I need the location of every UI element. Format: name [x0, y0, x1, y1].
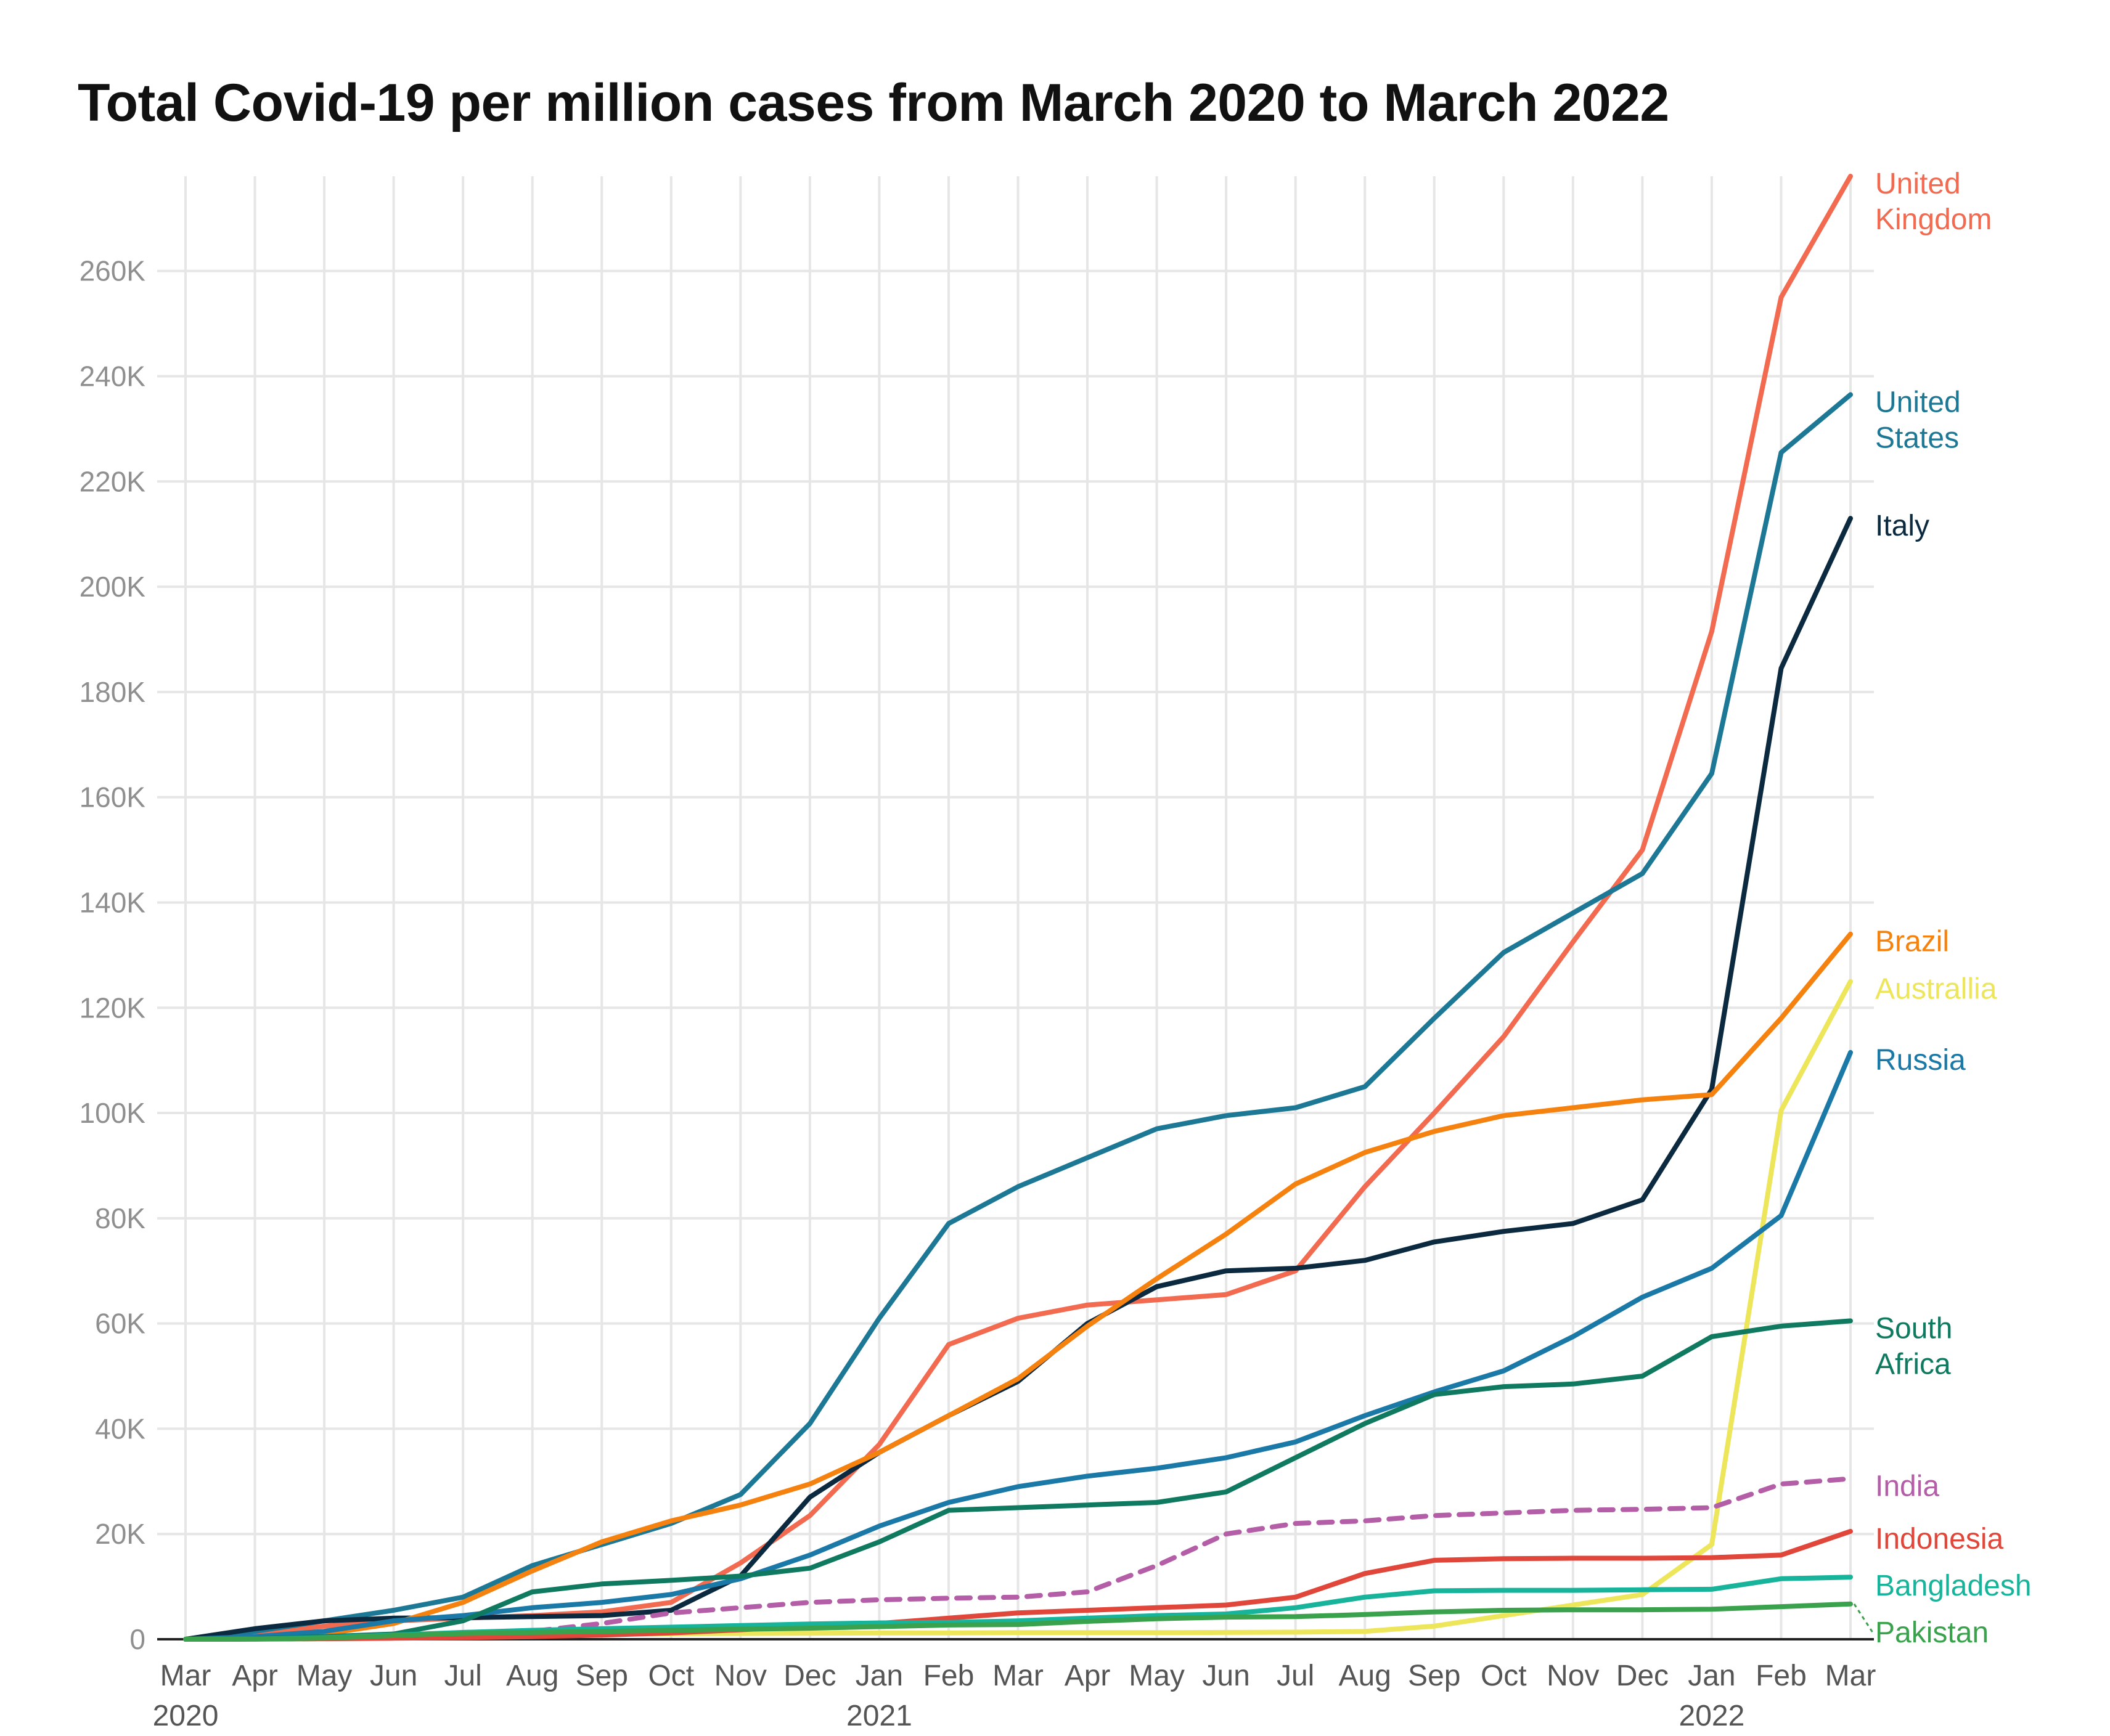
series-label-united-kingdom: Kingdom [1875, 203, 1992, 236]
series-label-pakistan: Pakistan [1875, 1616, 1989, 1649]
x-tick-label: Mar [160, 1660, 211, 1692]
grid-lines [157, 176, 1874, 1639]
series-line-pakistan [183, 1601, 1853, 1642]
y-tick-label: 260K [80, 255, 146, 287]
x-tick-label: Nov [1547, 1660, 1599, 1692]
x-tick-label: Jun [370, 1660, 417, 1692]
x-tick-label: Sep [576, 1660, 628, 1692]
series-lines [183, 174, 1853, 1642]
series-labels: UnitedKingdomUnitedStatesItalyBrazilAust… [1853, 168, 2032, 1649]
series-label-south-africa: Africa [1875, 1348, 1951, 1380]
series-label-indonesia: Indonesia [1875, 1523, 2003, 1555]
series-line-united-states [183, 392, 1853, 1642]
series-line-russia [183, 1049, 1853, 1642]
x-tick-year-label: 2022 [1679, 1700, 1745, 1732]
x-tick-label: Dec [1616, 1660, 1669, 1692]
x-tick-label: Apr [232, 1660, 278, 1692]
chart-title: Total Covid-19 per million cases from Ma… [78, 73, 1669, 132]
x-tick-label: Oct [1481, 1660, 1527, 1692]
x-tick-label: Apr [1065, 1660, 1111, 1692]
y-tick-label: 20K [95, 1518, 145, 1550]
x-tick-label: Feb [1756, 1660, 1807, 1692]
y-tick-label: 0 [129, 1623, 145, 1655]
series-label-russia: Russia [1875, 1044, 1966, 1077]
series-line-india [183, 1476, 1853, 1642]
x-tick-label: Jul [444, 1660, 481, 1692]
y-tick-label: 60K [95, 1308, 145, 1340]
series-line-brazil [183, 931, 1853, 1642]
x-axis-tick-labels: Mar 2020 Apr May Jun Jul Aug Sep Oct Nov Dec Jan 202… [153, 1660, 1876, 1732]
x-tick-label: Oct [648, 1660, 694, 1692]
y-tick-label: 160K [80, 781, 146, 813]
series-line-south-africa [183, 1318, 1853, 1642]
x-tick-label: Jun [1202, 1660, 1249, 1692]
x-tick-year-label: 2021 [846, 1700, 912, 1732]
y-tick-label: 80K [95, 1202, 145, 1234]
series-label-bangladesh: Bangladesh [1875, 1570, 2032, 1602]
x-tick-year-label: 2020 [153, 1700, 219, 1732]
y-tick-label: 200K [80, 571, 146, 603]
x-tick-label: Aug [1339, 1660, 1391, 1692]
y-axis-tick-labels: 0 20K 40K 60K 80K 100K 120K 140K 160K 180K 200K 220… [80, 255, 146, 1655]
x-tick-label: May [1129, 1660, 1185, 1692]
series-label-south-africa: South [1875, 1312, 1952, 1345]
series-label-united-kingdom: United [1875, 168, 1961, 200]
x-tick-label: Jul [1277, 1660, 1314, 1692]
x-tick-label: Nov [714, 1660, 767, 1692]
series-label-united-states: United [1875, 386, 1961, 418]
series-label-india: India [1875, 1470, 1939, 1503]
x-tick-label: Aug [506, 1660, 558, 1692]
x-tick-label: Mar [1825, 1660, 1876, 1692]
x-tick-label: Feb [923, 1660, 975, 1692]
x-tick-label: Jan [856, 1660, 903, 1692]
x-tick-label: Mar [992, 1660, 1044, 1692]
series-line-indonesia [183, 1528, 1853, 1642]
series-label-italy: Italy [1875, 510, 1929, 542]
y-tick-label: 100K [80, 1097, 146, 1129]
y-tick-label: 240K [80, 361, 146, 393]
x-tick-label: Dec [783, 1660, 836, 1692]
y-tick-label: 40K [95, 1412, 145, 1445]
y-tick-label: 140K [80, 886, 146, 918]
x-tick-label: May [296, 1660, 353, 1692]
y-tick-label: 220K [80, 465, 146, 497]
y-tick-label: 180K [80, 676, 146, 708]
series-label-brazil: Brazil [1875, 926, 1949, 958]
y-tick-label: 120K [80, 992, 146, 1024]
series-label-australlia: Australlia [1875, 973, 1997, 1006]
x-tick-label: Sep [1408, 1660, 1460, 1692]
label-connector-pakistan [1853, 1603, 1874, 1633]
series-label-united-states: States [1875, 422, 1959, 454]
x-tick-label: Jan [1688, 1660, 1735, 1692]
